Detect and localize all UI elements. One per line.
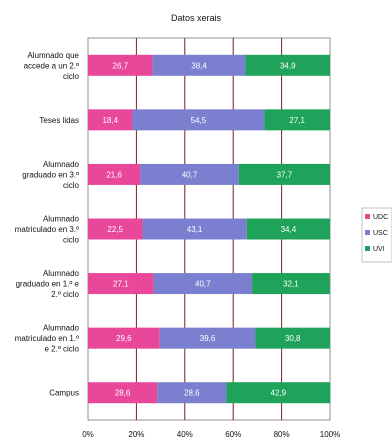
x-tick-label: 60%	[225, 430, 241, 439]
bar-value-label: 22,5	[107, 225, 123, 234]
x-tick-label: 20%	[128, 430, 144, 439]
bar-uvi-1	[264, 109, 330, 131]
bar-value-label: 43,1	[187, 225, 203, 234]
bar-usc-0	[152, 54, 246, 76]
bar-value-label: 34,4	[281, 225, 297, 234]
bar-value-label: 28,6	[184, 389, 200, 398]
bar-value-label: 29,6	[116, 334, 132, 343]
x-tick-label: 40%	[177, 430, 193, 439]
bar-value-label: 40,7	[182, 170, 198, 179]
legend-label-usc: USC	[373, 230, 388, 237]
bar-usc-4	[153, 273, 253, 295]
legend-swatch-uvi	[365, 246, 370, 251]
bar-value-label: 27,1	[113, 280, 129, 289]
legend-swatch-usc	[365, 230, 370, 235]
bar-value-label: 40,7	[195, 280, 211, 289]
bar-value-label: 21,6	[106, 170, 122, 179]
category-label: Alumnado que accede a un 2.º ciclo	[24, 51, 80, 81]
bar-usc-6	[157, 382, 227, 404]
bar-uvi-3	[246, 218, 330, 240]
category-label: Alumnado matriculado en 3.º ciclo	[15, 215, 80, 245]
bar-value-label: 34,9	[280, 61, 296, 70]
legend-swatch-udc	[365, 214, 370, 219]
bar-value-label: 39,6	[200, 334, 216, 343]
bar-usc-5	[159, 327, 256, 349]
bar-value-label: 28,6	[115, 389, 131, 398]
bar-value-label: 18,4	[102, 116, 118, 125]
bar-value-label: 54,5	[191, 116, 207, 125]
bar-udc-5	[88, 327, 160, 349]
x-tick-label: 80%	[274, 430, 290, 439]
bar-uvi-6	[226, 382, 331, 404]
x-tick-label: 0%	[82, 430, 94, 439]
bar-usc-3	[142, 218, 247, 240]
legend-label-uvi: UVI	[373, 246, 385, 253]
bar-usc-1	[132, 109, 265, 131]
x-axis-ticks: 0% 20% 40% 60% 80% 100%	[82, 430, 340, 439]
category-label: Alumnado graduado en 3.º ciclo	[22, 160, 79, 190]
bar-udc-4	[88, 273, 154, 295]
bars-group: 26,7 38,4 34,9 18,4 54,5 27,1 21,6 40,7 37,7 22,5…	[88, 54, 331, 404]
chart-title: Datos xerais	[171, 13, 222, 23]
bar-usc-2	[140, 163, 239, 185]
bar-value-label: 27,1	[289, 116, 305, 125]
x-tick-label: 100%	[320, 430, 340, 439]
bar-uvi-2	[238, 163, 330, 185]
bar-value-label: 26,7	[113, 61, 129, 70]
bar-uvi-4	[252, 273, 330, 295]
bar-udc-2	[88, 163, 141, 185]
bar-udc-3	[88, 218, 143, 240]
legend-label-udc: UDC	[373, 214, 388, 221]
bar-value-label: 32,1	[283, 280, 299, 289]
category-label: Alumnado graduado en 1.º e 2.º ciclo	[16, 269, 80, 299]
bar-value-label: 37,7	[277, 170, 293, 179]
bar-uvi-0	[245, 54, 330, 76]
bar-udc-0	[88, 54, 153, 76]
bar-value-label: 42,9	[271, 389, 287, 398]
bar-udc-1	[88, 109, 133, 131]
bar-value-label: 38,4	[191, 61, 207, 70]
legend: UDC USC UVI	[361, 207, 392, 263]
category-label: Alumnado matriculado en 1.º e 2.º ciclo	[15, 324, 80, 354]
bar-udc-6	[88, 382, 158, 404]
category-labels: Alumnado que accede a un 2.º ciclo Teses li…	[15, 51, 80, 398]
bar-value-label: 30,8	[285, 334, 301, 343]
bar-uvi-5	[255, 327, 330, 349]
category-label: Campus	[49, 389, 79, 398]
category-label: Teses lidas	[39, 116, 79, 125]
